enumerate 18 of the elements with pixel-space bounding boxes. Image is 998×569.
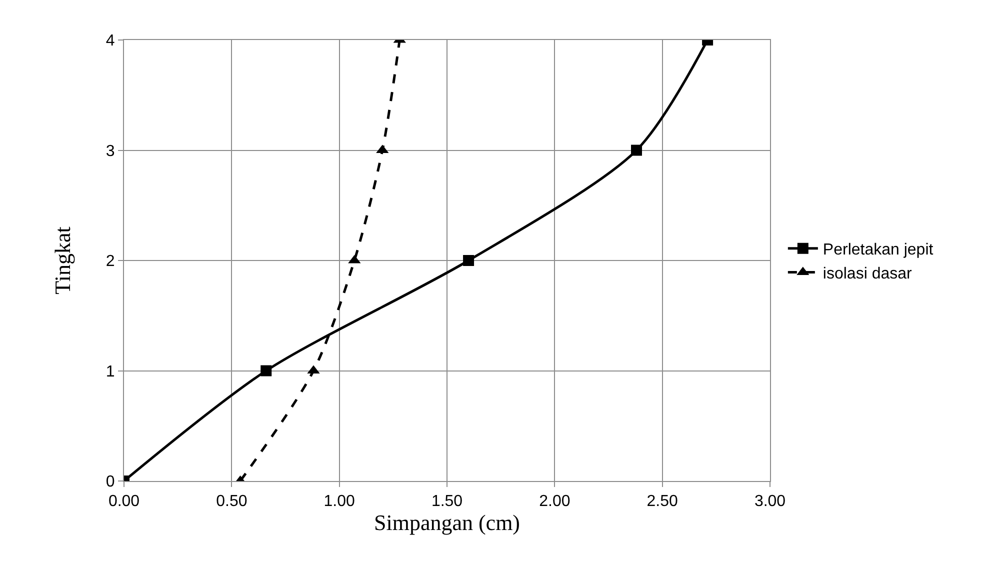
point	[463, 255, 474, 266]
y-tick-label: 4	[106, 32, 115, 50]
x-tick-label: 3.00	[754, 493, 786, 510]
legend-label: Perletakan jepit	[822, 242, 934, 259]
x-tick-label: 1.00	[324, 493, 355, 510]
y-tick-label: 2	[106, 253, 115, 270]
point	[630, 144, 642, 156]
x-tick-label: 0.50	[216, 493, 248, 510]
x-axis-title: Simpangan (cm)	[374, 510, 520, 536]
y-axis-title: Tingkat	[50, 226, 75, 294]
y-tick-label: 3	[106, 142, 115, 160]
legend-label: isolasi dasar	[822, 265, 913, 282]
x-tick-label: 2.00	[539, 493, 570, 510]
x-tick-label: 0.00	[108, 493, 140, 510]
x-tick-label: 2.50	[646, 493, 678, 510]
x-tick-label: 1.50	[431, 493, 463, 510]
y-tick-label: 1	[106, 363, 115, 380]
y-tick-label: 0	[106, 474, 115, 491]
